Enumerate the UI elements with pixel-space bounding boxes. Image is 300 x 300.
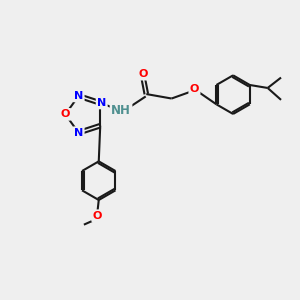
Text: O: O xyxy=(138,69,147,79)
Text: N: N xyxy=(97,98,106,108)
Text: O: O xyxy=(61,109,70,119)
Text: O: O xyxy=(93,211,102,221)
Text: N: N xyxy=(74,91,83,101)
Text: NH: NH xyxy=(111,104,131,117)
Text: N: N xyxy=(74,128,83,138)
Text: O: O xyxy=(190,84,199,94)
